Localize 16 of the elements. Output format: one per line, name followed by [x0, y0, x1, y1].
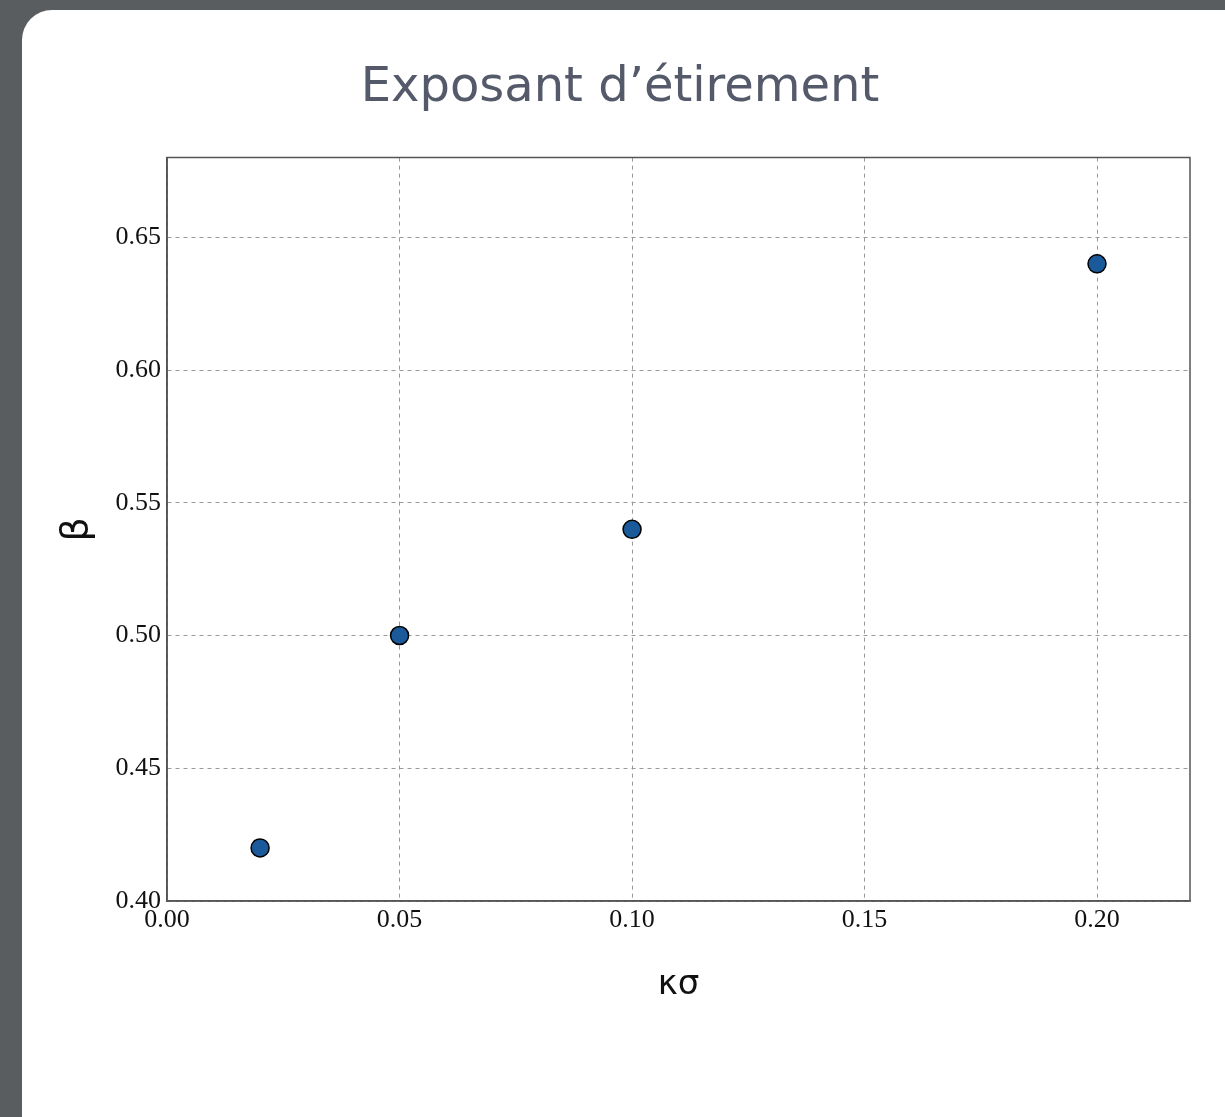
point	[389, 625, 410, 646]
y-tick-label: 0.55	[115, 486, 162, 516]
point	[250, 838, 270, 858]
y-tick-label: 0.45	[115, 752, 162, 782]
chart-title: Exposant d’étirement	[360, 56, 880, 113]
x-axis-title: κσ	[657, 962, 700, 1003]
point	[622, 519, 642, 540]
x-tick-label: 0.10	[609, 904, 655, 934]
y-tick-label: 0.50	[115, 619, 162, 649]
y-tick-label: 0.60	[115, 353, 162, 383]
y-tick-label: 0.65	[115, 221, 162, 251]
point	[1087, 254, 1107, 274]
x-tick-label: 0.05	[376, 904, 423, 934]
x-tick-label: 0.15	[841, 904, 888, 934]
y-axis-title: β	[51, 517, 96, 542]
x-tick-label: 0.20	[1074, 904, 1120, 934]
